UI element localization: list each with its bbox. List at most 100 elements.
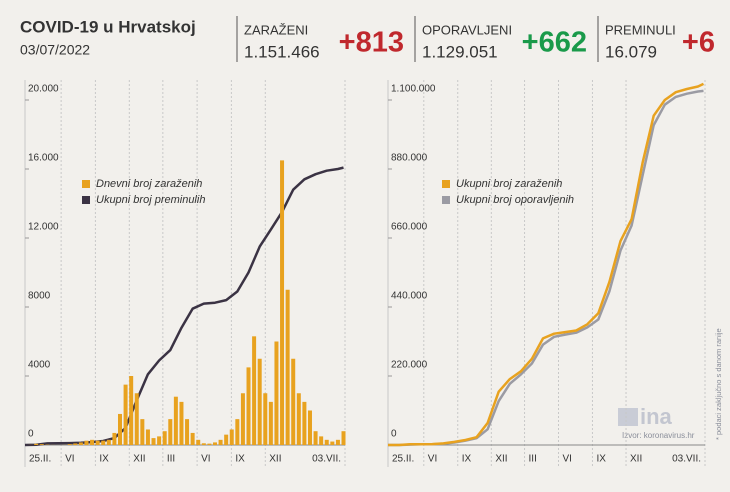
bar [241,393,245,445]
bar [79,442,83,445]
bar [219,440,223,445]
bar [274,342,278,446]
bar [84,441,88,445]
bar [107,440,111,445]
bar [118,414,122,445]
x-tick-label: IX [235,454,245,465]
bar [179,402,183,445]
legend-label: Ukupni broj oporavljenih [456,194,574,206]
bar [235,419,239,445]
bar [146,429,150,445]
stat-change: +6 [682,27,715,59]
x-tick-label: IX [99,454,109,465]
bar [291,359,295,445]
legend-swatch [442,180,450,188]
bar [34,444,38,445]
y-tick-label: 220.000 [391,360,428,371]
y-tick-label: 16.000 [28,153,59,164]
x-tick-label: 03.VII. [312,454,341,465]
bar [152,438,156,445]
stat-change: +813 [339,27,404,59]
y-tick-label: 880.000 [391,153,428,164]
bar [196,440,200,445]
x-tick-label: III [167,454,175,465]
bar [168,419,172,445]
x-tick-label: VI [428,454,437,465]
y-tick-label: 4000 [28,360,51,371]
bar [174,397,178,445]
stat-total: 1.151.466 [244,42,320,61]
x-tick-label: XII [269,454,281,465]
y-tick-label: 0 [28,429,34,440]
logo-text: ina [640,404,673,429]
x-tick-label: XII [495,454,507,465]
stat-label: OPORAVLJENI [422,22,512,37]
bar [336,440,340,445]
bar [101,441,105,445]
bar [252,336,256,445]
bar [258,359,262,445]
bar [280,160,284,445]
y-tick-label: 660.000 [391,222,428,233]
x-tick-label: VI [562,454,571,465]
bar [135,393,139,445]
title: COVID-19 u Hrvatskoj [20,17,196,36]
bar [263,393,267,445]
bar [73,443,77,445]
bar [96,441,100,445]
legend-swatch [442,196,450,204]
x-tick-label: IX [462,454,472,465]
y-tick-label: 0 [391,429,397,440]
x-tick-label: III [529,454,537,465]
bar [124,385,128,445]
bar [68,444,72,445]
bar [342,431,346,445]
bar [40,444,44,445]
legend-label: Dnevni broj zaraženih [96,178,202,190]
bar [112,433,116,445]
bar [297,393,301,445]
legend-swatch [82,196,90,204]
bar [308,411,312,446]
stat-change: +662 [522,27,587,59]
bar [314,431,318,445]
x-tick-label: VI [201,454,210,465]
stat-label: ZARAŽENI [244,22,308,37]
y-tick-label: 440.000 [391,291,428,302]
bar [302,402,306,445]
x-tick-label: 03.VII. [672,454,701,465]
bar [319,436,323,445]
bar [129,376,133,445]
date: 03/07/2022 [20,42,90,58]
bar [202,443,206,445]
logo-mark [618,408,638,426]
x-tick-label: 25.II. [29,454,51,465]
bar [247,367,251,445]
bar [140,419,144,445]
x-tick-label: VI [65,454,74,465]
bar [325,440,329,445]
y-tick-label: 12.000 [28,222,59,233]
source: Izvor: koronavirus.hr [622,431,695,440]
y-tick-label: 8000 [28,291,51,302]
bar [230,429,234,445]
bar [330,442,334,445]
y-tick-label: 20.000 [28,84,59,95]
footnote: * podaci zaključno s danom ranije [714,328,723,440]
bar [90,440,94,445]
x-tick-label: XII [133,454,145,465]
bar [269,402,273,445]
bar [213,442,217,445]
x-tick-label: XII [630,454,642,465]
legend-swatch [82,180,90,188]
legend-label: Ukupni broj zaraženih [456,178,562,190]
bar [224,435,228,445]
stat-total: 1.129.051 [422,42,498,61]
bar [191,433,195,445]
stat-label: PREMINULI [605,22,676,37]
stat-total: 16.079 [605,42,657,61]
legend-label: Ukupni broj preminulih [96,194,205,206]
bar [157,436,161,445]
